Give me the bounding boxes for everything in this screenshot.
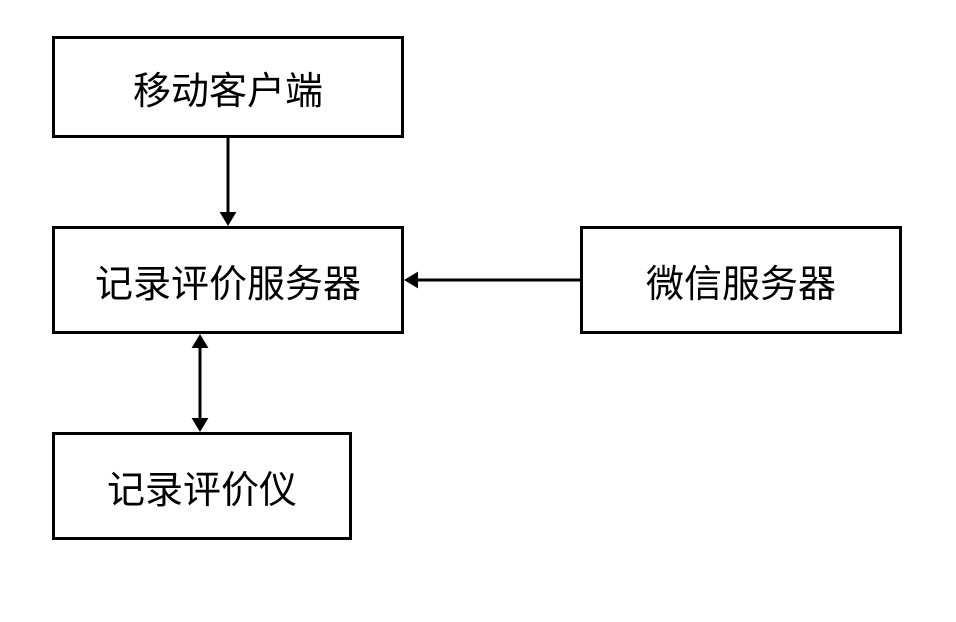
node-wechat-server: 微信服务器 — [580, 226, 902, 334]
node-label: 记录评价仪 — [107, 459, 297, 514]
node-label: 记录评价服务器 — [95, 253, 361, 308]
node-mobile-client: 移动客户端 — [52, 36, 404, 138]
node-record-device: 记录评价仪 — [52, 432, 352, 540]
node-label: 微信服务器 — [646, 253, 836, 308]
node-record-server: 记录评价服务器 — [52, 226, 404, 334]
node-label: 移动客户端 — [133, 60, 323, 115]
